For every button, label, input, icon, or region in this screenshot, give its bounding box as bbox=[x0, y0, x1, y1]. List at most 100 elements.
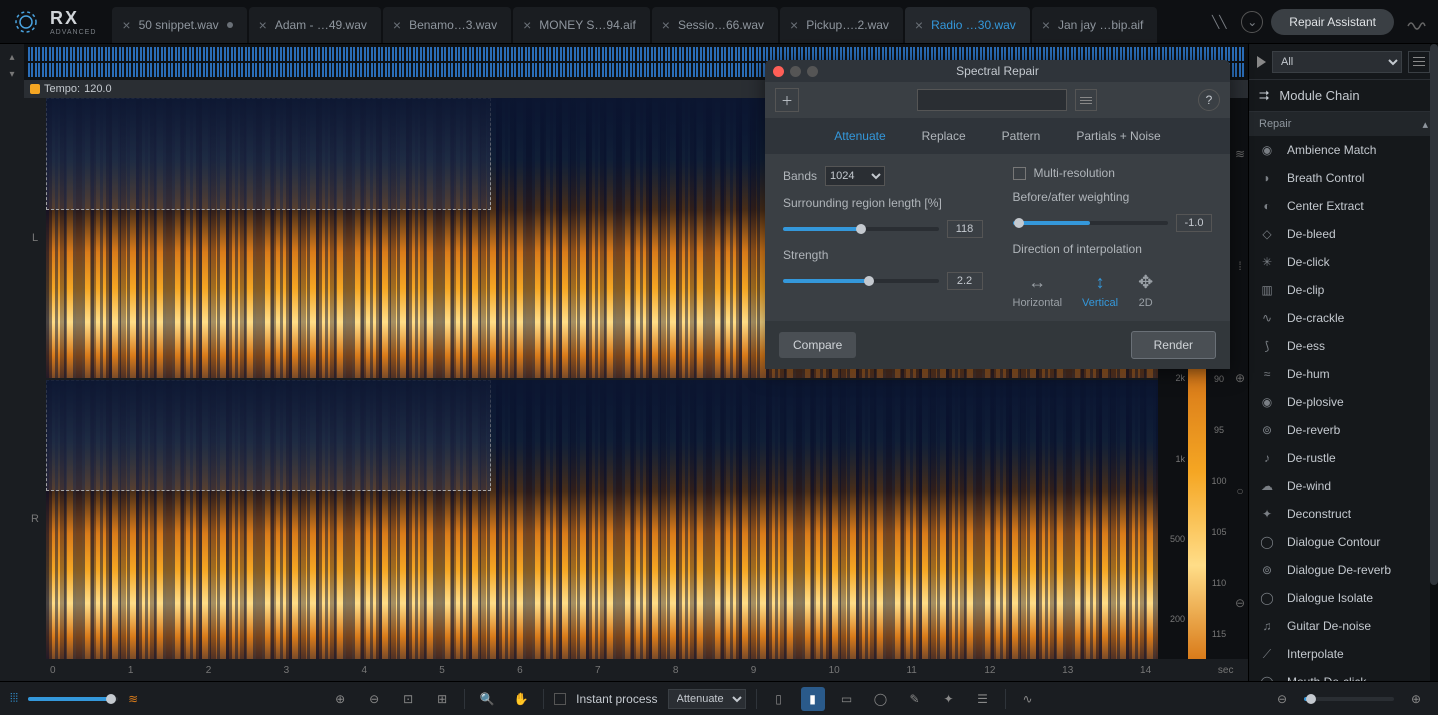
time-sel-icon[interactable]: ▯ bbox=[767, 687, 791, 711]
wand-icon[interactable]: ✦ bbox=[937, 687, 961, 711]
tab-close-icon[interactable]: × bbox=[393, 17, 401, 33]
zoom-out-icon[interactable]: ⊖ bbox=[362, 687, 386, 711]
layers-icon[interactable]: ☰ bbox=[971, 687, 995, 711]
weighting-slider[interactable] bbox=[1013, 221, 1169, 225]
module-item[interactable]: ◉De-plosive bbox=[1249, 388, 1438, 416]
instant-process-checkbox[interactable] bbox=[554, 693, 566, 705]
list-view-icon[interactable] bbox=[1408, 51, 1430, 73]
tab-close-icon[interactable]: × bbox=[790, 17, 798, 33]
module-item[interactable]: ⟆De-ess bbox=[1249, 332, 1438, 360]
direction-option[interactable]: ↔Horizontal bbox=[1013, 272, 1063, 309]
dialog-tab[interactable]: Pattern bbox=[984, 121, 1059, 151]
selection-region[interactable] bbox=[46, 98, 491, 210]
waveform-mode-icon[interactable]: ⦙⦙⦙ bbox=[10, 691, 18, 706]
meter-tool-icon[interactable]: ⁞ bbox=[1238, 259, 1241, 273]
surrounding-slider[interactable] bbox=[783, 227, 939, 231]
meter-knob-icon[interactable]: ○ bbox=[1236, 484, 1243, 498]
file-tab[interactable]: ×MONEY S…94.aif bbox=[513, 7, 650, 43]
module-item[interactable]: ☁De-wind bbox=[1249, 472, 1438, 500]
tempo-marker-icon[interactable] bbox=[30, 84, 40, 94]
module-item[interactable]: ◗Breath Control bbox=[1249, 164, 1438, 192]
compare-button[interactable]: Compare bbox=[779, 332, 856, 358]
surrounding-value[interactable]: 118 bbox=[947, 220, 983, 238]
module-item[interactable]: ✳De-click bbox=[1249, 248, 1438, 276]
preset-select[interactable] bbox=[917, 89, 1067, 111]
module-item[interactable]: ▥De-clip bbox=[1249, 276, 1438, 304]
file-tab[interactable]: ×Radio …30.wav bbox=[905, 7, 1030, 43]
zoom-in-h-icon[interactable]: ⊕ bbox=[1404, 687, 1428, 711]
process-select[interactable]: Attenuate bbox=[668, 689, 746, 709]
zoom-sel-icon[interactable]: ⊡ bbox=[396, 687, 420, 711]
hand-icon[interactable]: ✋ bbox=[509, 687, 533, 711]
tab-close-icon[interactable]: × bbox=[122, 17, 130, 33]
dialog-tab[interactable]: Partials + Noise bbox=[1058, 121, 1178, 151]
opacity-slider[interactable] bbox=[28, 697, 118, 701]
search-icon[interactable]: 🔍 bbox=[475, 687, 499, 711]
module-item[interactable]: ✦Deconstruct bbox=[1249, 500, 1438, 528]
module-item[interactable]: ∿De-crackle bbox=[1249, 304, 1438, 332]
tab-close-icon[interactable]: × bbox=[915, 17, 923, 33]
file-tab[interactable]: ×Pickup….2.wav bbox=[780, 7, 903, 43]
tab-close-icon[interactable]: × bbox=[523, 17, 531, 33]
module-chain-row[interactable]: ⮆ Module Chain bbox=[1249, 80, 1438, 112]
collapse-down-icon[interactable]: ▾ bbox=[9, 69, 14, 80]
module-item[interactable]: ◯Dialogue Isolate bbox=[1249, 584, 1438, 612]
brush-icon[interactable]: ✎ bbox=[903, 687, 927, 711]
dropdown-icon[interactable]: ⌄ bbox=[1241, 11, 1263, 33]
play-icon[interactable] bbox=[1257, 56, 1266, 68]
zoom-in-icon[interactable]: ⊕ bbox=[1235, 371, 1245, 385]
bands-select[interactable]: 1024 bbox=[825, 166, 885, 186]
minimize-icon[interactable] bbox=[790, 66, 801, 77]
rect-sel-icon[interactable]: ▮ bbox=[801, 687, 825, 711]
strength-value[interactable]: 2.2 bbox=[947, 272, 983, 290]
add-preset-icon[interactable]: ＋ bbox=[775, 88, 799, 112]
module-item[interactable]: ◐Center Extract bbox=[1249, 192, 1438, 220]
repair-assistant-button[interactable]: Repair Assistant bbox=[1271, 9, 1394, 35]
help-icon[interactable]: ? bbox=[1198, 89, 1220, 111]
collapse-up-icon[interactable]: ▴ bbox=[9, 52, 14, 63]
scroll-thumb[interactable] bbox=[1430, 44, 1438, 585]
scrollbar[interactable] bbox=[1430, 44, 1438, 681]
spectrogram-right[interactable] bbox=[46, 380, 1158, 660]
zoom-fit-icon[interactable]: ⊞ bbox=[430, 687, 454, 711]
render-button[interactable]: Render bbox=[1131, 331, 1216, 359]
file-tab[interactable]: ×Sessio…66.wav bbox=[652, 7, 778, 43]
module-filter-select[interactable]: All bbox=[1272, 51, 1402, 73]
module-item[interactable]: ♫Guitar De-noise bbox=[1249, 612, 1438, 640]
maximize-icon[interactable] bbox=[807, 66, 818, 77]
freq-sel-icon[interactable]: ▭ bbox=[835, 687, 859, 711]
direction-option[interactable]: ✥2D bbox=[1138, 272, 1153, 309]
zoom-out-icon[interactable]: ⊖ bbox=[1235, 596, 1245, 610]
dialog-tab[interactable]: Replace bbox=[904, 121, 984, 151]
dialog-titlebar[interactable]: Spectral Repair bbox=[765, 60, 1230, 82]
module-item[interactable]: ⊚Dialogue De-reverb bbox=[1249, 556, 1438, 584]
lasso-icon[interactable]: ◯ bbox=[869, 687, 893, 711]
meter-tool-icon[interactable]: ≋ bbox=[1235, 147, 1245, 161]
tab-close-icon[interactable]: × bbox=[259, 17, 267, 33]
file-tab[interactable]: ×Adam - …49.wav bbox=[249, 7, 381, 43]
file-tab[interactable]: ×Benamo…3.wav bbox=[383, 7, 511, 43]
section-header[interactable]: Repair ▴ bbox=[1249, 112, 1438, 136]
tab-close-icon[interactable]: × bbox=[1042, 17, 1050, 33]
zoom-in-icon[interactable]: ⊕ bbox=[328, 687, 352, 711]
module-item[interactable]: ⟋Interpolate bbox=[1249, 640, 1438, 668]
signal-icon[interactable] bbox=[1402, 8, 1430, 36]
multi-res-checkbox[interactable] bbox=[1013, 167, 1026, 180]
module-item[interactable]: ≈De-hum bbox=[1249, 360, 1438, 388]
curve-icon[interactable]: ∿ bbox=[1016, 687, 1040, 711]
module-item[interactable]: ◯Dialogue Contour bbox=[1249, 528, 1438, 556]
weighting-value[interactable]: -1.0 bbox=[1176, 214, 1212, 232]
collapse-icon[interactable]: ▴ bbox=[1422, 118, 1428, 131]
strength-slider[interactable] bbox=[783, 279, 939, 283]
close-icon[interactable] bbox=[773, 66, 784, 77]
module-item[interactable]: ⊚De-reverb bbox=[1249, 416, 1438, 444]
selection-region[interactable] bbox=[46, 380, 491, 492]
module-item[interactable]: ♪De-rustle bbox=[1249, 444, 1438, 472]
file-tab[interactable]: ×50 snippet.wav bbox=[112, 7, 246, 43]
zoom-out-h-icon[interactable]: ⊖ bbox=[1270, 687, 1294, 711]
module-item[interactable]: ◯Mouth De-click bbox=[1249, 668, 1438, 681]
preset-menu-icon[interactable] bbox=[1075, 89, 1097, 111]
dialog-tab[interactable]: Attenuate bbox=[816, 121, 903, 151]
module-item[interactable]: ◉Ambience Match bbox=[1249, 136, 1438, 164]
module-item[interactable]: ◇De-bleed bbox=[1249, 220, 1438, 248]
